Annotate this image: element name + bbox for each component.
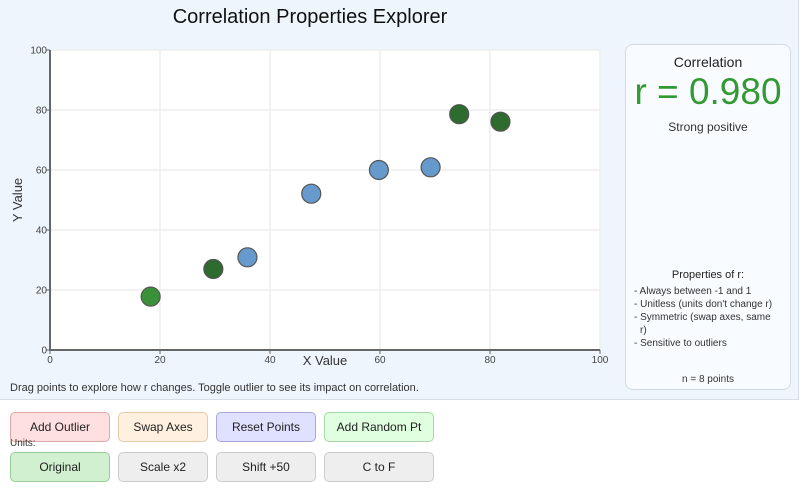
property-item: - Sensitive to outliers <box>634 338 727 349</box>
reset-points-button[interactable]: Reset Points <box>216 412 316 442</box>
scatter-plot: 0 20 40 60 80 100 0 20 40 60 80 100 X Value Y Value <box>10 46 609 369</box>
x-axis-label: X Value <box>303 353 348 368</box>
units-original-button[interactable]: Original <box>10 452 110 482</box>
add-outlier-button[interactable]: Add Outlier <box>10 412 110 442</box>
data-point[interactable] <box>301 183 322 204</box>
swap-axes-button[interactable]: Swap Axes <box>118 412 208 442</box>
y-tick-label: 20 <box>36 286 48 297</box>
data-point[interactable] <box>237 247 258 268</box>
properties-list: - Always between -1 and 1 - Unitless (un… <box>634 285 780 350</box>
data-point[interactable] <box>140 286 161 307</box>
y-tick-label: 80 <box>36 106 48 117</box>
y-tick-label: 40 <box>36 226 48 237</box>
data-point[interactable] <box>449 104 470 125</box>
axis-ticks: 0 20 40 60 80 100 0 20 40 60 80 100 <box>30 46 608 367</box>
x-tick-label: 20 <box>154 355 166 366</box>
property-item: - Unitless (units don't change r) <box>634 299 773 310</box>
units-shift-50-button[interactable]: Shift +50 <box>216 452 316 482</box>
y-tick-label: 60 <box>36 166 48 177</box>
units-scale-x2-button[interactable]: Scale x2 <box>118 452 208 482</box>
correlation-title: Correlation <box>673 54 743 70</box>
add-random-point-button[interactable]: Add Random Pt <box>324 412 434 442</box>
explorer-stage: Correlation Properties Explorer 0 20 40 60 8… <box>0 0 799 400</box>
r-value: r = 0.980 <box>634 71 782 112</box>
x-tick-label: 40 <box>264 355 276 366</box>
property-item: - Always between -1 and 1 <box>634 286 752 297</box>
data-points[interactable] <box>140 104 511 307</box>
property-item: - Symmetric (swap axes, same r) <box>634 312 771 336</box>
data-point[interactable] <box>420 157 441 178</box>
x-tick-label: 80 <box>484 355 496 366</box>
x-tick-label: 0 <box>47 355 53 366</box>
units-c-to-f-button[interactable]: C to F <box>324 452 434 482</box>
data-point[interactable] <box>203 258 224 280</box>
x-tick-label: 60 <box>374 355 386 366</box>
grid-lines <box>50 49 601 350</box>
units-label: Units: <box>10 438 36 449</box>
y-tick-label: 0 <box>41 346 47 357</box>
data-point[interactable] <box>490 111 511 132</box>
strength-label: Strong positive <box>668 120 748 134</box>
x-tick-label: 100 <box>592 355 609 366</box>
point-count: n = 8 points <box>682 374 734 385</box>
y-tick-label: 100 <box>30 46 47 57</box>
correlation-panel: Correlation r = 0.980 Strong positive Pr… <box>625 44 791 390</box>
plot-area <box>49 49 601 351</box>
instruction-text: Drag points to explore how r changes. To… <box>10 382 419 394</box>
properties-title: Properties of r: <box>671 269 745 281</box>
page-title: Correlation Properties Explorer <box>172 6 448 28</box>
data-point[interactable] <box>368 159 389 181</box>
y-axis-label: Y Value <box>10 178 25 222</box>
